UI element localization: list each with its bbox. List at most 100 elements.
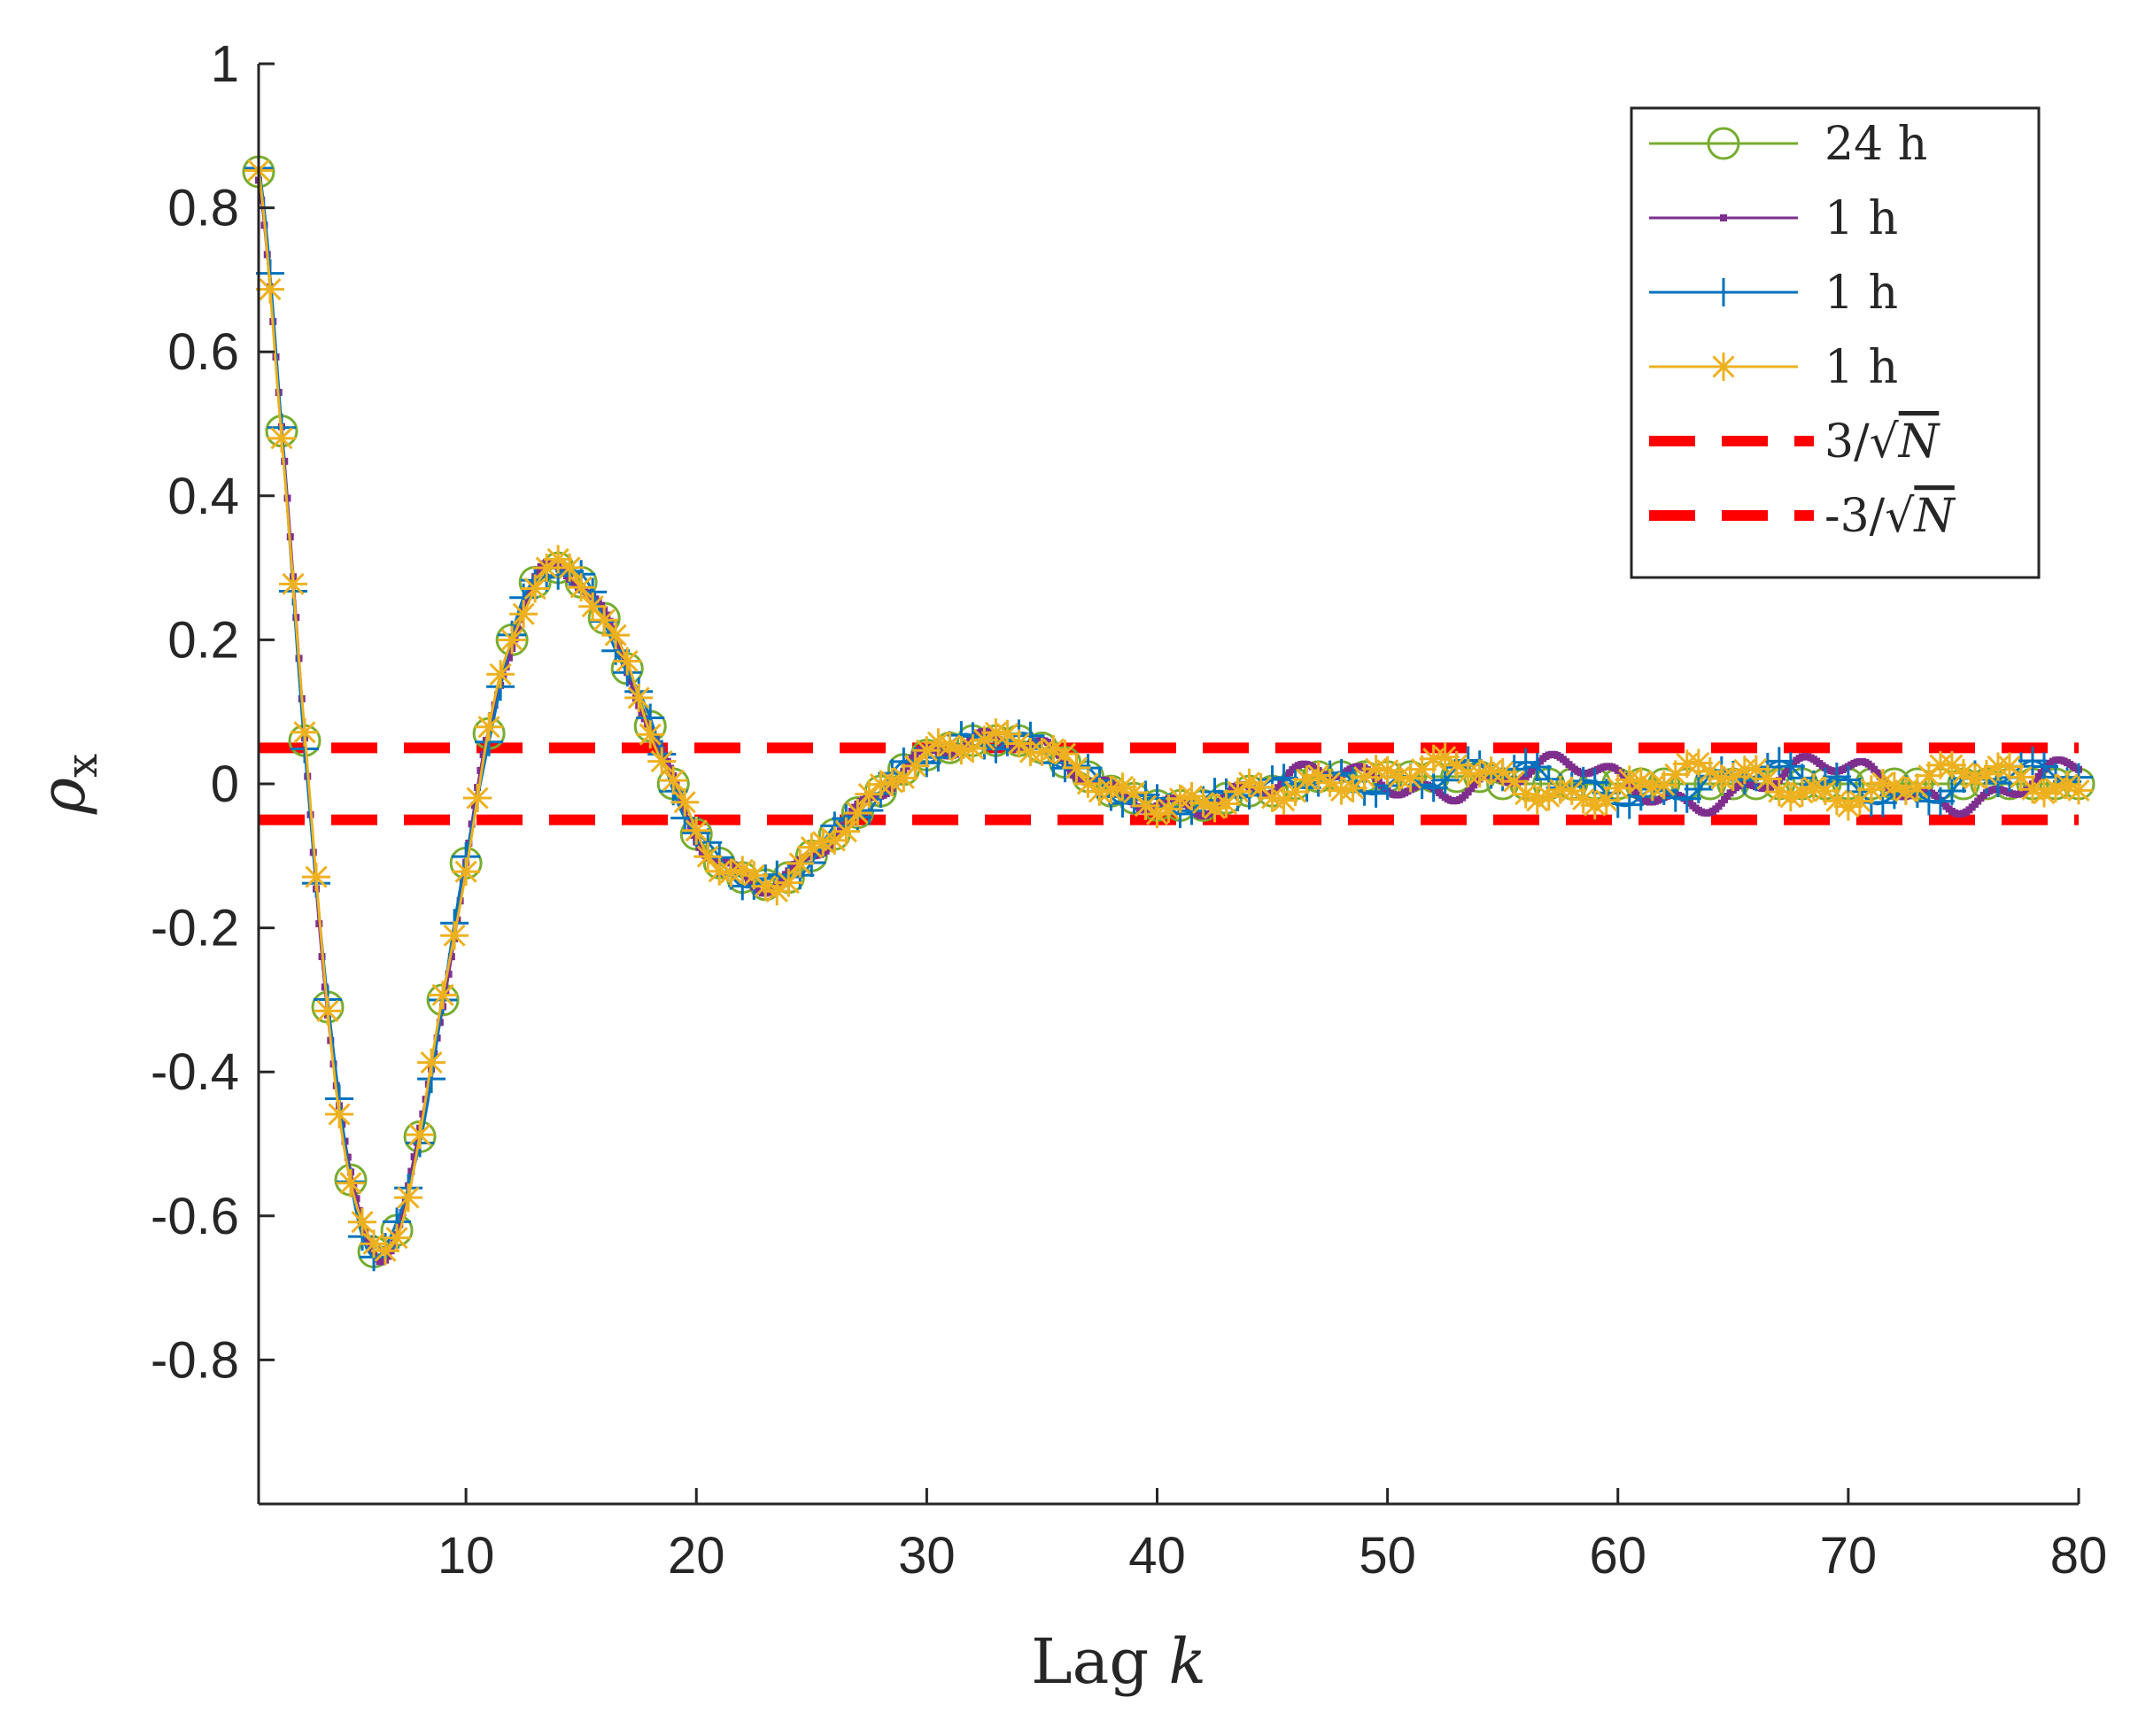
data-point [1096, 775, 1126, 804]
x-tick-label: 10 [438, 1527, 495, 1585]
data-point [1557, 776, 1586, 805]
data-point [544, 545, 573, 574]
data-point [751, 872, 780, 901]
data-point [1235, 768, 1264, 797]
data-point [615, 641, 623, 649]
data-point [1879, 771, 1909, 801]
data-point [1511, 779, 1540, 809]
data-point [505, 654, 513, 662]
data-point [590, 606, 619, 635]
data-point [717, 858, 746, 887]
data-point [970, 725, 999, 755]
data-point [1108, 772, 1137, 802]
data-point [1971, 759, 2001, 788]
data-point [1914, 761, 1943, 790]
data-point [491, 701, 499, 709]
y-tick-label: -0.4 [151, 1043, 239, 1101]
data-point [1626, 767, 1655, 796]
data-point [1649, 771, 1678, 800]
data-point [1246, 772, 1275, 802]
data-point [521, 574, 550, 603]
data-point [958, 733, 988, 763]
data-point [1684, 748, 1713, 778]
y-tick-label: -0.2 [151, 900, 239, 957]
data-point [532, 554, 562, 583]
legend-label: 1 h [1824, 192, 1898, 245]
data-point [1764, 747, 1793, 776]
data-point [2018, 747, 2047, 776]
data-point [1430, 742, 1460, 771]
data-point [2052, 771, 2081, 800]
data-point [613, 647, 642, 676]
x-tick-label: 50 [1359, 1527, 1416, 1585]
data-point [1050, 740, 1080, 769]
data-point [2006, 763, 2035, 792]
data-point [337, 1168, 366, 1197]
data-point [1488, 757, 1517, 787]
data-point [498, 625, 527, 655]
data-point [1062, 753, 1091, 782]
data-point [1995, 752, 2024, 781]
data-point [601, 621, 631, 650]
data-point [647, 747, 677, 776]
data-point [1419, 773, 1448, 802]
data-point [1776, 752, 1805, 781]
data-point [797, 833, 826, 862]
x-tick-label: 60 [1589, 1527, 1646, 1585]
data-point [670, 787, 700, 817]
y-tick-label: 0 [211, 756, 239, 813]
legend-label: 3/√N [1824, 415, 1940, 469]
x-tick-label: 30 [898, 1527, 956, 1585]
data-point [1143, 800, 1172, 829]
data-point [845, 812, 853, 820]
data-point [1603, 773, 1632, 802]
data-point [1592, 786, 1621, 815]
data-point [267, 423, 297, 453]
data-point [1781, 770, 1789, 778]
data-point [728, 856, 757, 885]
data-point [463, 784, 492, 813]
data-point [1741, 755, 1770, 784]
data-point [1948, 758, 1978, 787]
data-point [763, 877, 792, 906]
data-point [603, 611, 611, 619]
data-point [1269, 786, 1298, 815]
data-point [1274, 784, 1282, 792]
data-point [1407, 755, 1437, 784]
data-point [1511, 748, 1540, 777]
data-point [2029, 779, 2058, 808]
data-point [909, 754, 917, 762]
data-point [1534, 782, 1563, 811]
data-point [1277, 780, 1285, 788]
y-tick-label: -0.8 [151, 1331, 239, 1389]
y-tick-label: 1 [211, 35, 239, 93]
data-point [509, 600, 538, 629]
data-point [848, 807, 856, 815]
data-point [705, 856, 734, 886]
data-point [555, 553, 585, 582]
data-point [809, 827, 838, 856]
data-point [935, 731, 964, 760]
data-point [786, 849, 815, 878]
data-point [290, 717, 320, 747]
data-point [1499, 767, 1529, 796]
data-point [384, 1252, 392, 1260]
data-point [1856, 775, 1886, 804]
data-point [1212, 789, 1241, 818]
data-point [523, 597, 531, 605]
data-point [629, 686, 637, 694]
data-point [1522, 786, 1552, 815]
data-point [1937, 776, 1966, 805]
data-point [855, 779, 884, 809]
data-point [1707, 127, 1740, 160]
data-point [352, 1195, 360, 1203]
data-point [1810, 776, 1840, 805]
data-point [1338, 773, 1367, 802]
data-point [1709, 353, 1738, 381]
data-point [626, 678, 634, 686]
data-point [1684, 774, 1713, 803]
data-point [1281, 778, 1310, 807]
data-point [1189, 788, 1218, 818]
data-point [1569, 785, 1598, 814]
